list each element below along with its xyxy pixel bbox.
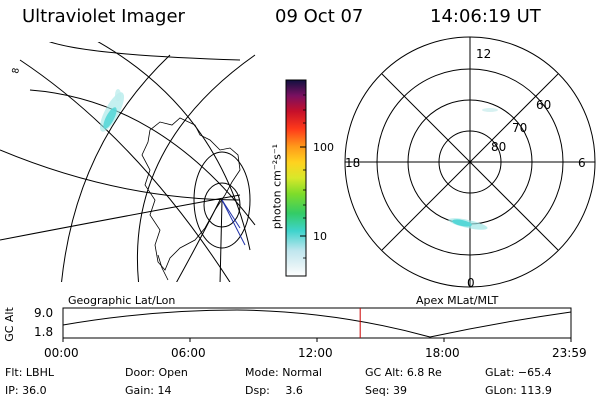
colorbar: [285, 79, 307, 277]
glat-info: GLat: −65.4: [485, 366, 552, 379]
mode-value: Normal: [282, 366, 322, 379]
mode-label: Mode:: [245, 366, 279, 379]
alt-value: 6.8 Re: [406, 366, 442, 379]
colorbar-tick-10: 10: [313, 230, 327, 243]
seq-info: Seq: 39: [365, 384, 407, 397]
glon-label: GLon:: [485, 384, 517, 397]
dsp-label: Dsp:: [245, 384, 270, 397]
glat-label: GLat:: [485, 366, 515, 379]
altitude-axis-label: GC Alt: [2, 307, 16, 342]
x-tick-0600: 06:00: [171, 346, 206, 360]
mlt-label-6: 6: [578, 156, 586, 170]
x-tick-1800: 18:00: [425, 346, 460, 360]
glon-value: 113.9: [520, 384, 552, 397]
mlat-label-80: 80: [491, 140, 507, 154]
gain-label: Gain:: [125, 384, 154, 397]
colorbar-tick-100: 100: [313, 141, 334, 154]
glon-info: GLon: 113.9: [485, 384, 552, 397]
alt-label: GC Alt:: [365, 366, 404, 379]
time-label: 14:06:19 UT: [430, 6, 541, 27]
gain-value: 14: [157, 384, 172, 397]
altitude-x-ticks: [62, 338, 572, 342]
altitude-panel-frame: [62, 307, 572, 339]
x-tick-2359: 23:59: [552, 346, 587, 360]
aurora-patch-geographic: [99, 89, 125, 132]
door-info: Door: Open: [125, 366, 188, 379]
ip-info: IP: 36.0: [5, 384, 47, 397]
altitude-y-tick-min: 1.8: [34, 325, 54, 339]
seq-value: 39: [392, 384, 407, 397]
mlat-label-70: 70: [512, 121, 528, 135]
instrument-title: Ultraviolet Imager: [22, 6, 185, 27]
mlat-label-60: 60: [536, 98, 552, 112]
mlt-label-18: 18: [345, 156, 361, 170]
date-label: 09 Oct 07: [275, 6, 364, 27]
gain-info: Gain: 14: [125, 384, 172, 397]
colorbar-unit-label: photon cm⁻²s⁻¹: [270, 143, 284, 230]
geographic-panel-title: Geographic Lat/Lon: [68, 294, 176, 307]
filter-info: Flt: LBHL: [5, 366, 54, 379]
map-corner-mark: 8: [11, 67, 22, 75]
seq-label: Seq:: [365, 384, 390, 397]
x-tick-1200: 12:00: [298, 346, 333, 360]
ip-value: 36.0: [22, 384, 47, 397]
mode-info: Mode: Normal: [245, 366, 322, 379]
mlt-label-12: 12: [476, 47, 492, 61]
apex-panel-title: Apex MLat/MLT: [416, 294, 499, 307]
ip-label: IP:: [5, 384, 19, 397]
filter-label: Flt:: [5, 366, 23, 379]
altitude-curve: [62, 309, 572, 338]
filter-value: LBHL: [25, 366, 54, 379]
geographic-map: [0, 42, 256, 282]
aurora-patch-polar: [448, 108, 498, 230]
alt-info: GC Alt: 6.8 Re: [365, 366, 442, 379]
dsp-info: Dsp: 3.6: [245, 384, 303, 397]
altitude-y-tick-max: 9.0: [34, 306, 54, 320]
door-value: Open: [158, 366, 188, 379]
door-label: Door:: [125, 366, 155, 379]
glat-value: −65.4: [517, 366, 552, 379]
x-tick-0000: 00:00: [44, 346, 79, 360]
dsp-value: 3.6: [285, 384, 303, 397]
polar-grid: [344, 36, 596, 288]
mlt-label-0: 0: [467, 276, 475, 290]
